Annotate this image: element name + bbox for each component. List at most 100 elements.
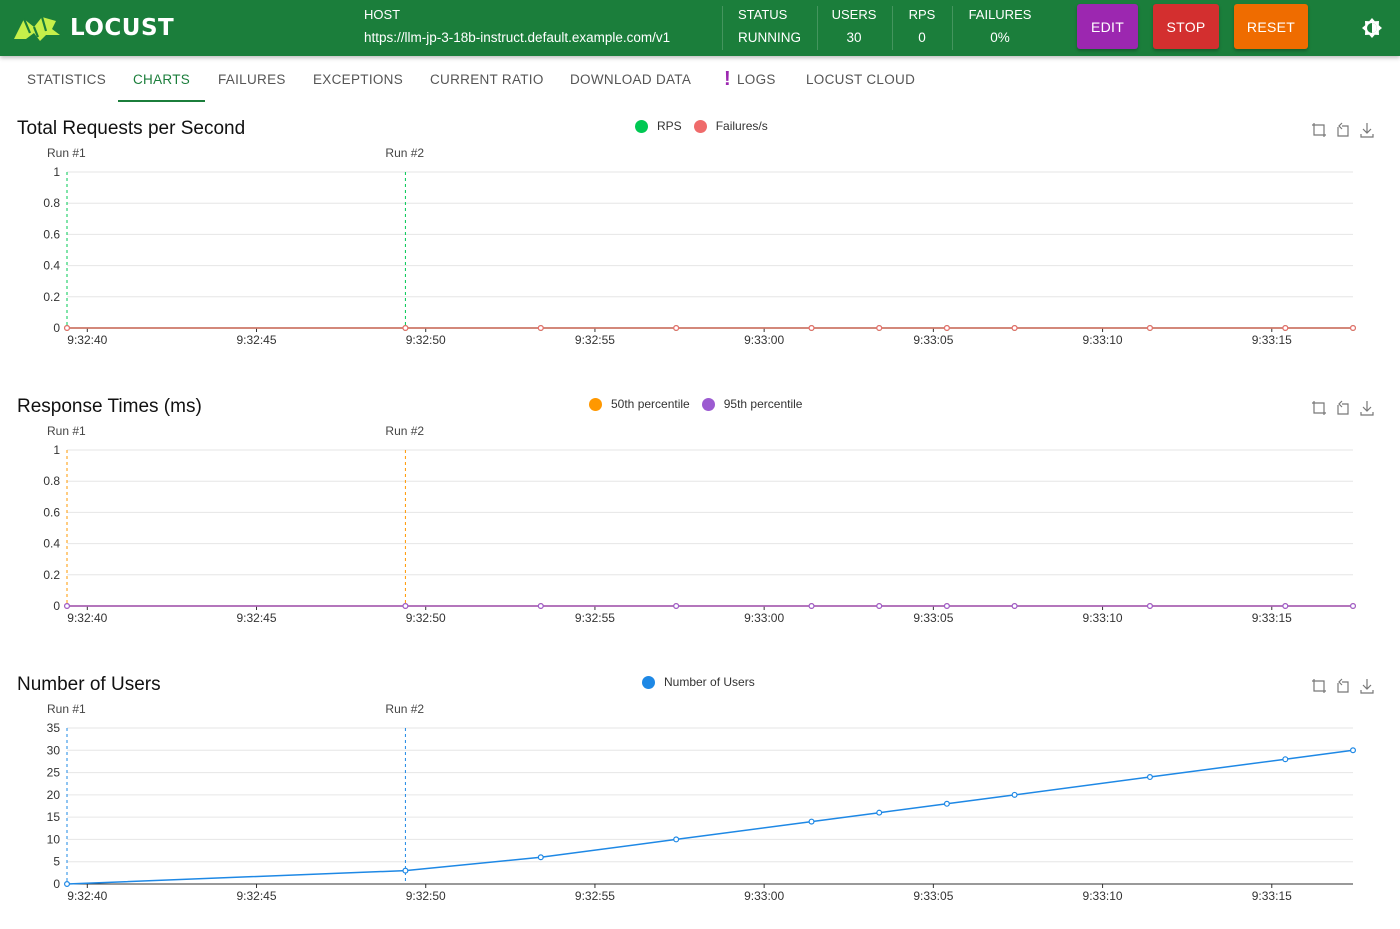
legend-item[interactable]: 50th percentile xyxy=(589,397,690,411)
y-tick-label: 0.2 xyxy=(43,290,60,304)
y-tick-label: 0.2 xyxy=(43,568,60,582)
locust-logo-icon xyxy=(14,16,60,41)
data-point xyxy=(876,603,883,610)
data-point xyxy=(808,325,815,332)
x-tick-label: 9:33:10 xyxy=(1083,889,1123,903)
x-tick-label: 9:32:40 xyxy=(67,889,107,903)
data-point xyxy=(63,325,70,332)
rps-label: RPS xyxy=(908,7,936,22)
chart-plot: 0 0.2 0.4 0.6 0.8 1 9:32:40 9:32:45 9:32:50 9:32:… xyxy=(43,146,1356,347)
legend-item[interactable]: RPS xyxy=(635,119,682,133)
run-marker-label: Run #2 xyxy=(385,702,424,716)
tab-failures[interactable]: FAILURES xyxy=(218,58,286,100)
zoom-icon[interactable] xyxy=(1311,122,1327,138)
x-tick-label: 9:33:05 xyxy=(913,611,953,625)
download-icon[interactable] xyxy=(1359,122,1375,138)
y-tick-label: 0.6 xyxy=(43,227,60,241)
tab-statistics[interactable]: STATISTICS xyxy=(27,58,106,100)
restore-icon[interactable] xyxy=(1335,400,1351,416)
x-tick-label: 9:33:15 xyxy=(1252,611,1292,625)
chart-toolbox xyxy=(1311,678,1377,696)
data-point xyxy=(673,325,680,332)
data-point xyxy=(1146,603,1153,610)
tab-download-data[interactable]: DOWNLOAD DATA xyxy=(570,58,691,100)
tab-label: LOGS xyxy=(736,71,776,87)
x-tick-label: 9:32:50 xyxy=(406,611,446,625)
legend-swatch xyxy=(642,675,655,689)
data-point xyxy=(402,325,409,332)
data-point xyxy=(1349,603,1356,610)
data-point xyxy=(63,603,70,610)
run-marker-label: Run #1 xyxy=(47,146,86,160)
tab-charts[interactable]: CHARTS xyxy=(118,58,206,102)
chart-legend: Number of Users xyxy=(642,674,767,690)
data-point xyxy=(537,603,544,610)
x-tick-label: 9:32:40 xyxy=(67,611,107,625)
stop-button[interactable]: STOP xyxy=(1153,4,1219,49)
data-point xyxy=(876,325,883,332)
run-marker-label: Run #1 xyxy=(47,702,86,716)
data-point xyxy=(943,603,950,610)
y-tick-label: 0.6 xyxy=(43,505,60,519)
chart-legend: RPS Failures/s xyxy=(635,118,780,134)
data-point xyxy=(943,800,950,807)
x-tick-label: 9:32:50 xyxy=(406,889,446,903)
chart-title: Number of Users xyxy=(17,674,161,695)
x-tick-label: 9:32:50 xyxy=(406,333,446,347)
chart-title: Total Requests per Second xyxy=(17,118,246,139)
tab-current-ratio[interactable]: CURRENT RATIO xyxy=(430,58,544,100)
chart-legend: 50th percentile 95th percentile xyxy=(589,396,814,412)
run-marker-label: Run #2 xyxy=(385,424,424,438)
legend-item[interactable]: 95th percentile xyxy=(701,397,802,411)
download-icon[interactable] xyxy=(1359,400,1375,416)
status-value: RUNNING xyxy=(738,30,801,45)
zoom-icon[interactable] xyxy=(1311,400,1327,416)
status-label: STATUS xyxy=(738,7,788,22)
download-icon[interactable] xyxy=(1359,678,1375,694)
legend-swatch xyxy=(701,397,715,411)
data-point xyxy=(537,325,544,332)
x-tick-label: 9:32:45 xyxy=(236,889,276,903)
legend-swatch xyxy=(693,119,707,133)
x-tick-label: 9:33:10 xyxy=(1083,611,1123,625)
legend-label: RPS xyxy=(657,119,682,133)
y-tick-label: 1 xyxy=(53,443,60,457)
x-tick-label: 9:32:40 xyxy=(67,333,107,347)
tab-label: DOWNLOAD DATA xyxy=(570,71,692,87)
divider xyxy=(722,6,723,50)
theme-toggle-icon[interactable] xyxy=(1358,14,1386,42)
tab-bar: STATISTICS CHARTS FAILURES EXCEPTIONS CU… xyxy=(0,58,1400,102)
zoom-icon[interactable] xyxy=(1311,678,1327,694)
x-tick-label: 9:32:45 xyxy=(236,333,276,347)
data-point xyxy=(63,881,70,888)
data-point xyxy=(673,836,680,843)
data-point xyxy=(1282,603,1289,610)
legend-swatch xyxy=(589,397,602,411)
tab-logs[interactable]: ! LOGS xyxy=(724,58,776,100)
x-tick-label: 9:32:45 xyxy=(236,611,276,625)
data-point xyxy=(1349,747,1356,754)
legend-item[interactable]: Number of Users xyxy=(642,675,755,689)
y-tick-label: 0 xyxy=(53,877,60,891)
rps-value: 0 xyxy=(918,30,926,45)
x-tick-label: 9:33:15 xyxy=(1252,889,1292,903)
tab-locust-cloud[interactable]: LOCUST CLOUD xyxy=(806,58,915,100)
data-point xyxy=(876,809,883,816)
divider xyxy=(892,6,893,50)
legend-swatch xyxy=(635,119,648,133)
y-tick-label: 0.4 xyxy=(43,259,60,273)
data-point xyxy=(1146,325,1153,332)
tab-exceptions[interactable]: EXCEPTIONS xyxy=(313,58,403,100)
y-tick-label: 30 xyxy=(47,743,61,757)
edit-button[interactable]: EDIT xyxy=(1077,4,1138,49)
y-tick-label: 0.4 xyxy=(43,537,60,551)
users-stat: USERS 30 xyxy=(822,0,886,56)
restore-icon[interactable] xyxy=(1335,678,1351,694)
reset-button[interactable]: RESET xyxy=(1234,4,1308,49)
x-tick-label: 9:33:15 xyxy=(1252,333,1292,347)
locust-logo[interactable]: LOCUST xyxy=(12,10,174,46)
restore-icon[interactable] xyxy=(1335,122,1351,138)
status-stat: STATUS RUNNING xyxy=(738,0,808,56)
legend-item[interactable]: Failures/s xyxy=(693,119,768,133)
chart-plot: 0 0.2 0.4 0.6 0.8 1 9:32:40 9:32:45 9:32:50 9:32:… xyxy=(43,424,1356,625)
